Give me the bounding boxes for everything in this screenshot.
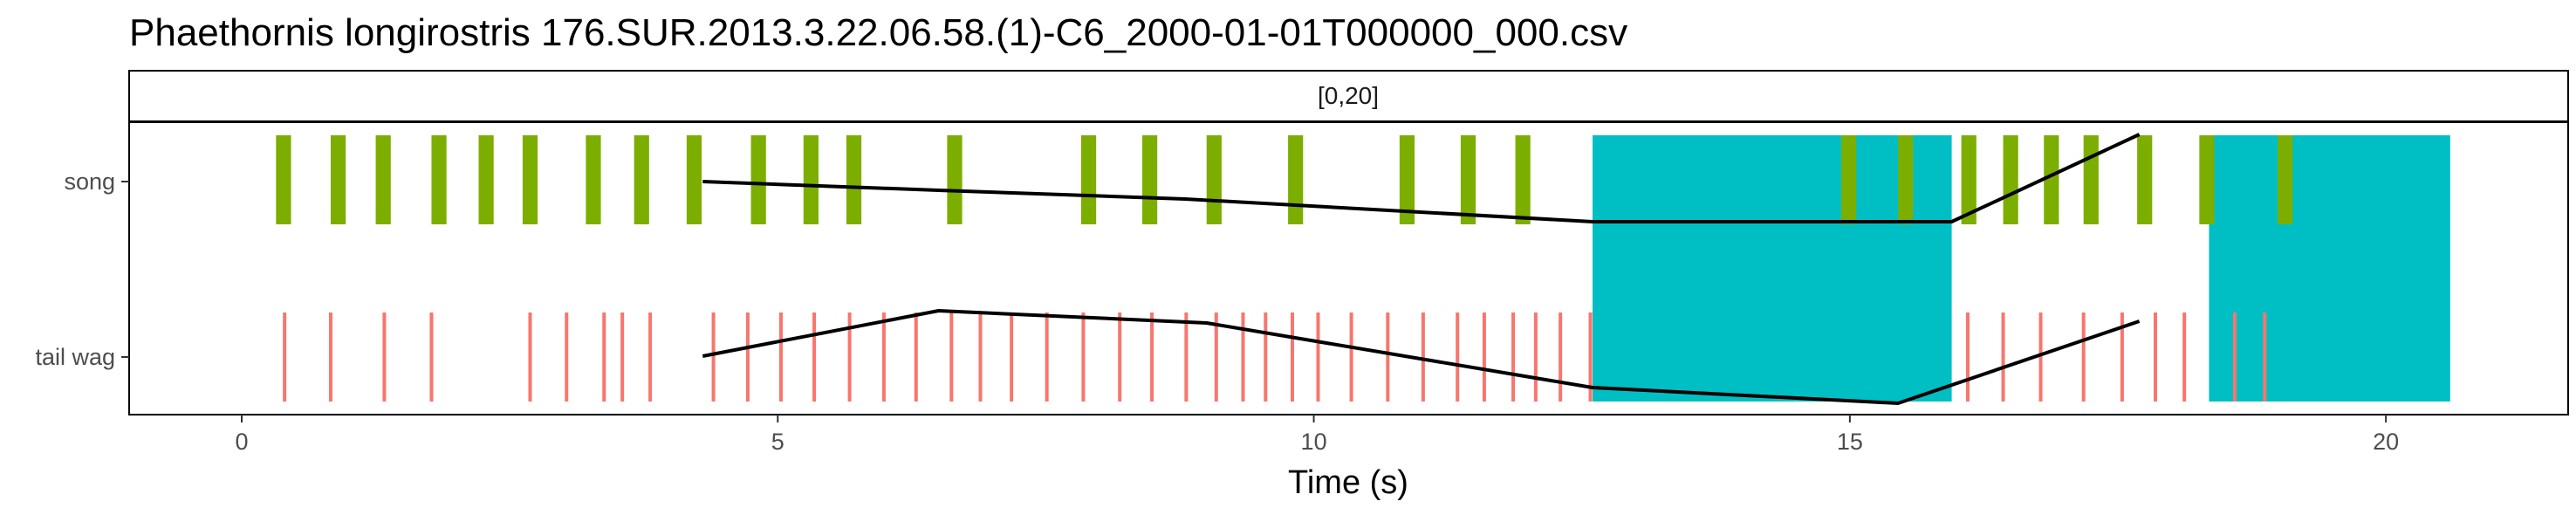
facet-label: [0,20]	[1318, 82, 1379, 109]
highlight-region	[2209, 135, 2450, 402]
song-event-bar	[2199, 135, 2215, 224]
x-tick-label: 5	[771, 429, 784, 455]
trend-line	[702, 309, 2141, 405]
song-event-bar	[2137, 135, 2153, 224]
song-event-bar	[431, 135, 447, 224]
song-event-bar	[1142, 135, 1158, 224]
song-event-bar	[330, 135, 346, 224]
song-event-bar	[1206, 135, 1222, 224]
song-event-bar	[1080, 135, 1097, 224]
song-event-bar	[2083, 135, 2099, 224]
song-event-bar	[375, 135, 391, 224]
song-event-bar	[586, 135, 601, 224]
trend-lines	[702, 133, 2141, 405]
song-event-bar	[276, 135, 291, 224]
highlight-region	[1593, 135, 1952, 402]
song-event-bar	[1288, 135, 1304, 224]
song-event-bar	[634, 135, 649, 224]
y-axis: song tail wag	[35, 168, 129, 370]
song-event-bars	[276, 135, 2293, 224]
x-tick-label: 10	[1301, 429, 1327, 455]
facet-strip	[128, 70, 2569, 122]
song-event-bar	[947, 135, 963, 224]
song-event-bar	[2044, 135, 2059, 224]
song-event-bar	[1515, 135, 1531, 224]
song-event-bar	[803, 135, 819, 224]
song-event-bar	[522, 135, 538, 224]
y-tick-label: tail wag	[35, 344, 115, 370]
chart-title: Phaethornis longirostris 176.SUR.2013.3.…	[129, 11, 1627, 54]
song-event-bar	[478, 135, 494, 224]
x-axis: 0 5 10 15 20	[235, 415, 2399, 455]
x-tick-label: 0	[235, 429, 248, 455]
song-event-bar	[846, 135, 862, 224]
trend-line	[702, 133, 2141, 223]
song-event-bar	[1460, 135, 1476, 224]
song-event-bar	[686, 135, 702, 224]
song-event-bar	[2003, 135, 2018, 224]
panel-border	[128, 121, 2569, 415]
song-event-bar	[1961, 135, 1977, 224]
x-tick-label: 15	[1837, 429, 1863, 455]
song-event-bar	[1841, 135, 1857, 224]
song-event-bar	[2278, 135, 2293, 224]
y-tick-label: song	[64, 168, 115, 195]
x-axis-title: Time (s)	[1288, 464, 1408, 501]
song-event-bar	[1898, 135, 1914, 224]
x-tick-label: 20	[2373, 429, 2399, 455]
tail-wag-event-ticks	[283, 312, 2267, 402]
song-event-bar	[1399, 135, 1415, 224]
highlight-regions	[1593, 135, 2450, 402]
song-event-bar	[750, 135, 766, 224]
